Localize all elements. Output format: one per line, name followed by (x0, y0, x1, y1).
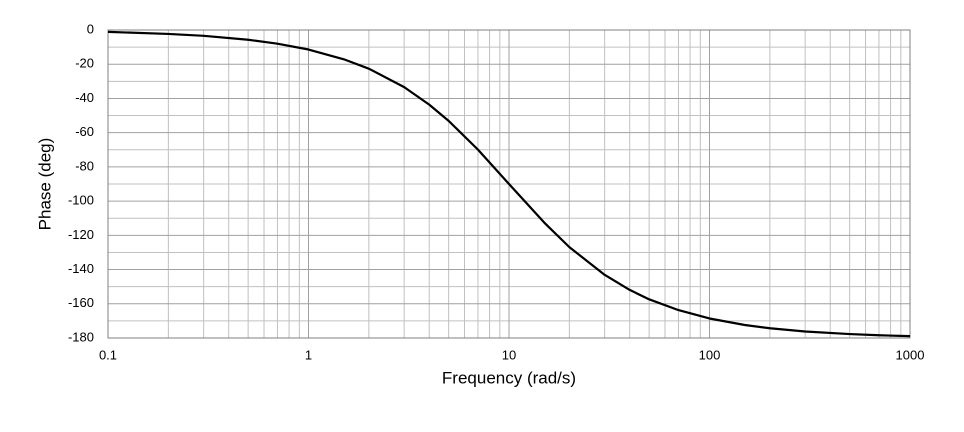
x-tick-label: 10 (502, 347, 516, 362)
y-tick-label: -60 (75, 124, 94, 139)
y-tick-label: -80 (75, 158, 94, 173)
y-tick-label: -160 (68, 295, 94, 310)
line (107, 30, 911, 338)
y-tick-label: -180 (68, 329, 94, 344)
y-tick-label: 0 (87, 21, 94, 36)
y-tick-label: -120 (68, 227, 94, 242)
x-tick-label: 1 (305, 347, 312, 362)
y-tick-label: -140 (68, 261, 94, 276)
x-tick-label: 0.1 (99, 347, 117, 362)
y-tick-label: -40 (75, 90, 94, 105)
x-tick-label: 1000 (896, 347, 925, 362)
x-axis-title: Frequency (rad/s) (442, 368, 576, 387)
y-tick-label: -100 (68, 193, 94, 208)
y-axis-title: Phase (deg) (35, 138, 54, 231)
x-tick-label: 100 (699, 347, 721, 362)
y-tick-label: -20 (75, 56, 94, 71)
plot-frame (107, 29, 911, 339)
